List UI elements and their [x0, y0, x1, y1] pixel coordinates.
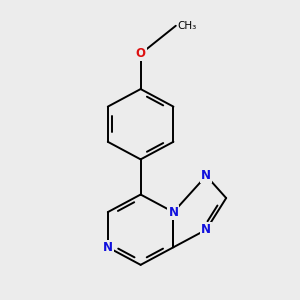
- Text: CH₃: CH₃: [177, 21, 196, 31]
- Text: N: N: [201, 223, 211, 236]
- Text: N: N: [168, 206, 178, 219]
- Text: O: O: [136, 47, 146, 60]
- Text: N: N: [103, 241, 113, 254]
- Text: N: N: [201, 169, 211, 182]
